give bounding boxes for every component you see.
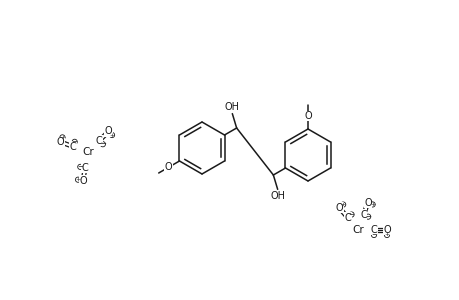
Text: +: +: [340, 202, 345, 207]
Text: OH: OH: [269, 191, 285, 201]
Text: C: C: [370, 225, 376, 235]
Text: O: O: [164, 163, 172, 172]
Text: O: O: [303, 111, 311, 121]
Text: O: O: [105, 127, 112, 136]
Text: +: +: [384, 232, 389, 238]
Text: +: +: [369, 202, 375, 207]
Text: −: −: [77, 164, 83, 170]
Text: O: O: [335, 203, 342, 213]
Text: +: +: [75, 177, 80, 182]
Text: +: +: [109, 133, 114, 137]
Text: C: C: [96, 136, 102, 146]
Text: C: C: [344, 213, 350, 223]
Text: −: −: [348, 212, 354, 218]
Text: O: O: [364, 198, 371, 208]
Text: C: C: [82, 163, 89, 173]
Text: C: C: [69, 142, 76, 152]
Text: −: −: [100, 141, 106, 147]
Text: O: O: [79, 176, 87, 186]
Text: C: C: [359, 210, 366, 220]
Text: −: −: [370, 232, 376, 238]
Text: +: +: [60, 135, 65, 140]
Text: −: −: [72, 139, 78, 145]
Text: Cr: Cr: [351, 225, 363, 235]
Text: −: −: [364, 214, 370, 220]
Text: O: O: [57, 137, 64, 147]
Text: Cr: Cr: [82, 147, 94, 157]
Text: OH: OH: [224, 102, 239, 112]
Text: O: O: [382, 225, 390, 235]
